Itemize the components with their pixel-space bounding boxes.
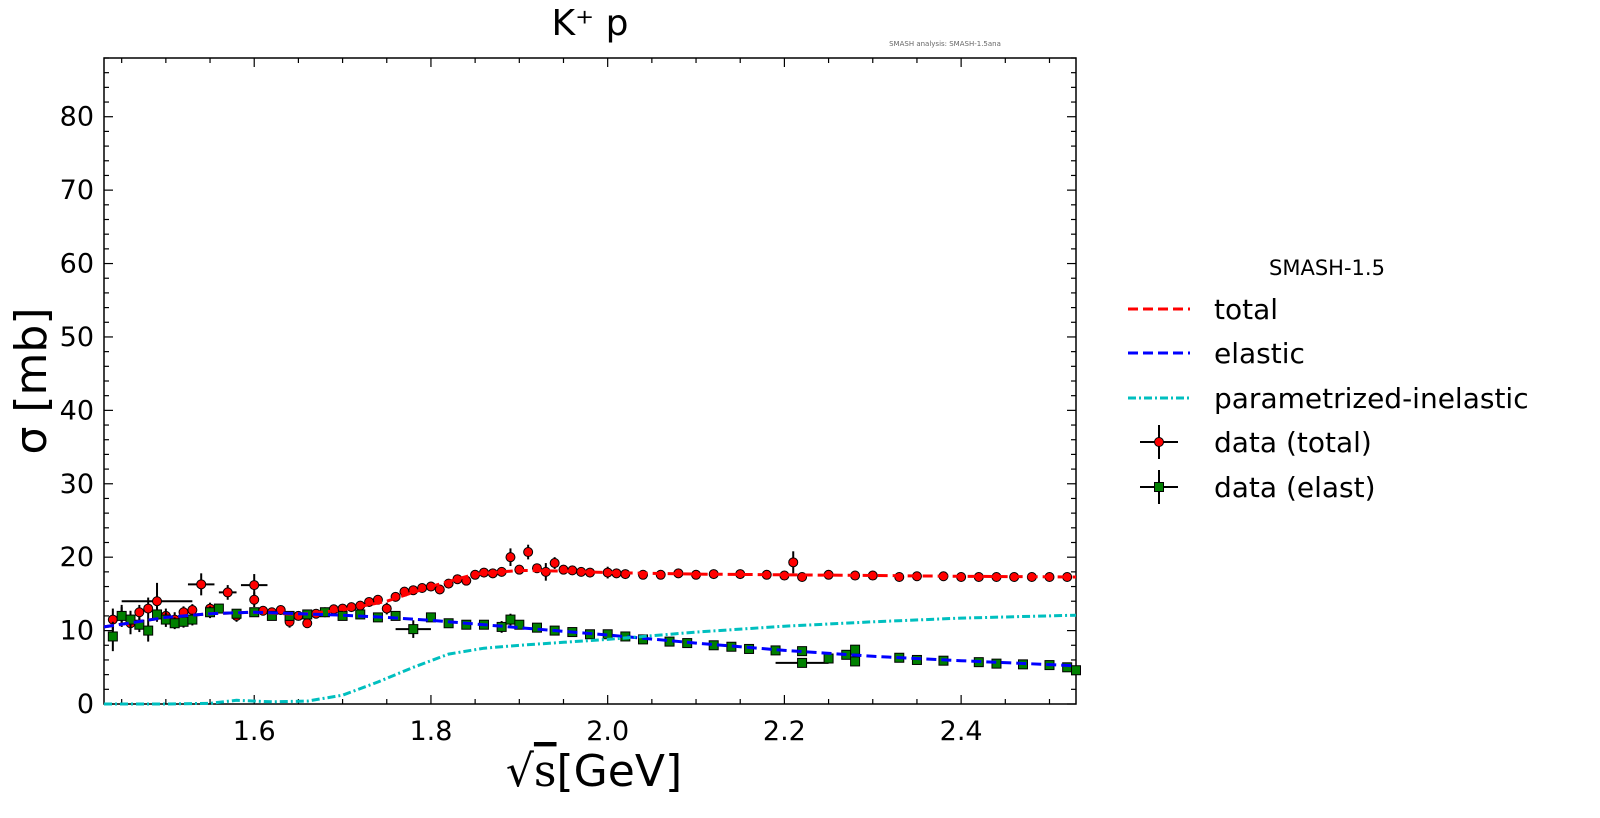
- data-total-point: [134, 607, 145, 618]
- data-elastic-point: [390, 610, 401, 621]
- legend-label-elastic: elastic: [1214, 337, 1305, 370]
- data-elastic-point: [850, 644, 861, 655]
- x-axis-label-radical: √: [506, 746, 535, 797]
- data-total-point: [275, 605, 286, 616]
- data-elastic-point: [408, 624, 419, 635]
- x-tick-label: 2.4: [940, 716, 983, 747]
- data-total-point: [381, 603, 392, 614]
- x-tick-label: 1.8: [409, 716, 452, 747]
- legend-label-parametrized-inelastic: parametrized-inelastic: [1214, 382, 1529, 415]
- plot-frame: [103, 57, 1077, 705]
- data-elastic-point: [125, 614, 136, 625]
- data-elastic-point: [514, 619, 525, 630]
- legend-item-elastic: elastic: [1128, 337, 1305, 370]
- y-tick-label: 60: [60, 249, 94, 280]
- legend-label-data-elast: data (elast): [1214, 471, 1376, 504]
- legend-item-data-elast: data (elast): [1140, 470, 1376, 504]
- data-total-point: [302, 618, 313, 629]
- x-tick-label: 1.6: [233, 716, 276, 747]
- legend-item-parametrized-inelastic: parametrized-inelastic: [1128, 382, 1529, 415]
- elastic-line: [103, 610, 1077, 668]
- x-axis-label-unit: [GeV]: [557, 746, 683, 797]
- x-tick-labels: 1.6 1.8 2.0 2.2 2.4: [233, 716, 983, 747]
- data-elastic-point: [797, 657, 808, 668]
- data-elastic-point: [850, 656, 861, 667]
- data-total-point: [152, 596, 163, 607]
- analysis-watermark: SMASH analysis: SMASH-1.5ana: [889, 40, 1001, 48]
- data-total-point: [143, 603, 154, 614]
- x-tick-label: 2.2: [763, 716, 806, 747]
- data-elastic-point: [355, 609, 366, 620]
- data-total-point: [523, 547, 534, 558]
- parametrized-inelastic-line: [104, 613, 1077, 706]
- data-total-point: [505, 552, 516, 563]
- data-elastic-point: [178, 616, 189, 627]
- chart-title: K⁺ p: [552, 3, 629, 44]
- data-total-point: [222, 587, 233, 598]
- legend-item-data-total: data (total): [1140, 425, 1372, 459]
- x-tick-label: 2.0: [586, 716, 629, 747]
- y-tick-labels: 0 10 20 30 40 50 60 70 80: [60, 102, 94, 720]
- legend-item-total: total: [1128, 293, 1278, 326]
- legend-label-data-total: data (total): [1214, 426, 1372, 459]
- y-tick-label: 20: [60, 542, 94, 573]
- data-elastic-point: [143, 625, 154, 636]
- data-elastic-point: [169, 618, 180, 629]
- legend-marker-data-total: [1154, 437, 1164, 447]
- y-tick-label: 30: [60, 469, 94, 500]
- legend-title: SMASH-1.5: [1269, 256, 1385, 280]
- data-elastic-point: [1071, 665, 1081, 676]
- y-tick-label: 0: [77, 689, 94, 720]
- axis-ticks: [104, 57, 1076, 705]
- legend-label-total: total: [1214, 293, 1278, 326]
- legend-marker-data-elast: [1154, 482, 1164, 492]
- data-elastic-point: [991, 658, 1002, 669]
- data-total-point: [187, 605, 198, 616]
- y-tick-label: 70: [60, 175, 94, 206]
- y-tick-label: 50: [60, 322, 94, 353]
- data-elastic-point: [823, 653, 834, 664]
- data-elastic-point: [425, 612, 436, 623]
- plot-area: 1.6 1.8 2.0 2.2 2.4 0 10 20 30 40 50 60 70 80: [60, 57, 1081, 747]
- data-elastic-point: [284, 610, 295, 621]
- y-axis-label: σ [mb]: [6, 308, 57, 455]
- data-elastic-point: [116, 610, 127, 621]
- data-total-point: [434, 584, 445, 595]
- data-total-point: [549, 558, 560, 569]
- data-total-point: [196, 579, 207, 590]
- data-elastic-point: [505, 614, 516, 625]
- series-layer: [103, 544, 1081, 706]
- data-elastic-point: [107, 631, 118, 642]
- data-elastic-point: [213, 603, 224, 614]
- data-total-point: [249, 594, 260, 605]
- x-axis-label-variable: s: [534, 746, 557, 797]
- x-axis-label: √s[GeV]: [506, 746, 682, 797]
- y-tick-label: 10: [60, 616, 94, 647]
- y-tick-label: 80: [60, 102, 94, 133]
- data-elastic-point: [187, 614, 198, 625]
- legend: SMASH-1.5 total elastic parametrized-inela…: [1128, 256, 1529, 504]
- data-total-point: [249, 580, 260, 591]
- data-total-point: [788, 557, 799, 568]
- y-tick-label: 40: [60, 395, 94, 426]
